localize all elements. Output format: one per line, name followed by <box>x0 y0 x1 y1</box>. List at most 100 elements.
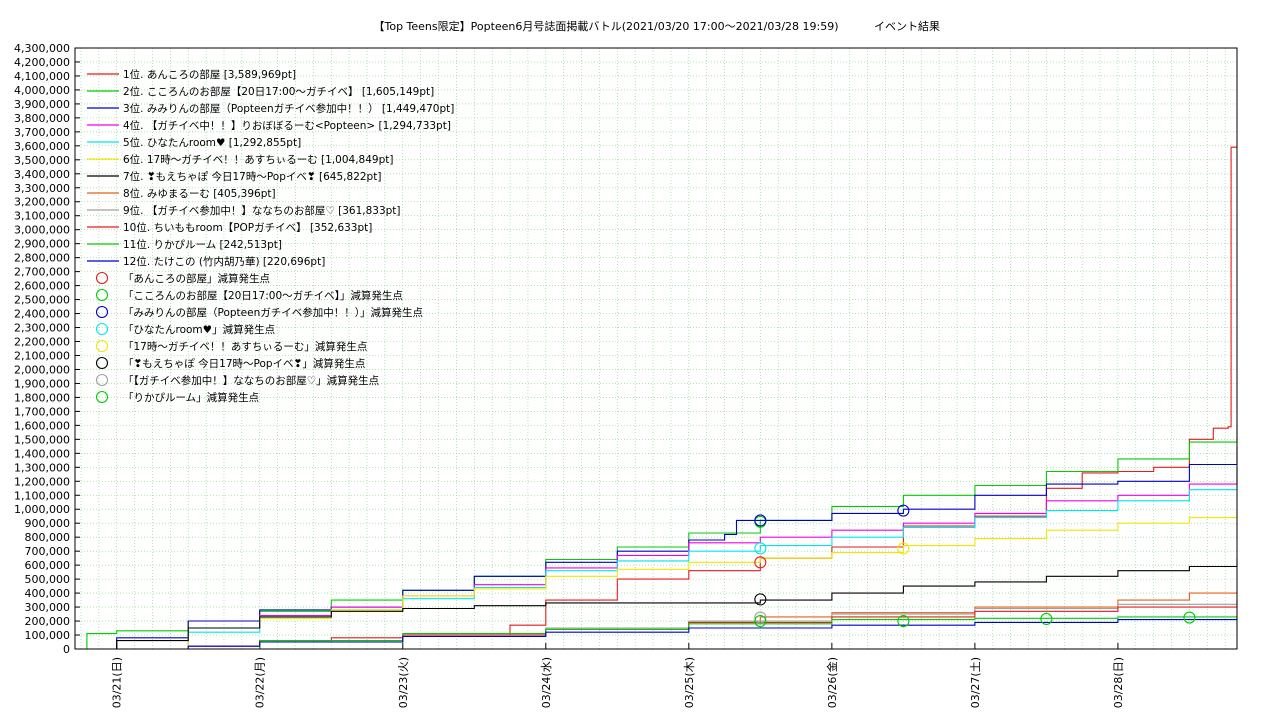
y-tick-label: 2,200,000 <box>14 336 70 349</box>
legend-label: 「【ガチイベ参加中！】ななちのお部屋♡」減算発生点 <box>123 374 379 387</box>
y-tick-label: 1,300,000 <box>14 461 70 474</box>
y-tick-label: 400,000 <box>25 587 71 600</box>
legend-entry: 10位. ちいももroom【POPガチイベ】 [352,633pt] <box>87 221 372 234</box>
chart-title: 【Top Teens限定】Popteen6月号誌面掲載バトル(2021/03/2… <box>373 19 838 33</box>
legend-label: 10位. ちいももroom【POPガチイベ】 [352,633pt] <box>123 221 372 234</box>
marker-legend-entry: 「りかぴルーム」減算発生点 <box>95 390 259 404</box>
drop-marker <box>754 593 767 606</box>
y-tick-label: 2,900,000 <box>14 238 70 251</box>
y-tick-label: 3,500,000 <box>14 154 70 167</box>
x-tick-label: 03/27(土) <box>969 657 982 708</box>
drop-marker <box>1040 612 1053 626</box>
y-tick-label: 600,000 <box>25 559 71 572</box>
y-tick-label: 4,000,000 <box>14 84 70 97</box>
y-tick-label: 2,700,000 <box>14 266 70 279</box>
y-tick-label: 2,100,000 <box>14 349 70 362</box>
y-tick-label: 4,300,000 <box>14 42 70 55</box>
y-tick-label: 4,100,000 <box>14 70 70 83</box>
y-tick-label: 500,000 <box>25 573 71 586</box>
legend-marker <box>95 305 109 319</box>
drop-marker <box>754 542 767 555</box>
x-axis: 03/21(日) 03/22(月) 03/23(火) 03/24(水) 03/25(木)… <box>111 643 1125 708</box>
y-tick-label: 2,400,000 <box>14 308 70 321</box>
y-tick-label: 1,700,000 <box>14 405 70 418</box>
y-tick-label: 0 <box>63 643 70 656</box>
legend-label: 「みみりんの部屋（Popteenガチイベ参加中！！）」減算発生点 <box>123 306 423 319</box>
legend-label: 6位. 17時～ガチイベ！！あすちぃるーむ [1,004,849pt] <box>123 153 393 166</box>
legend-label: 9位. 【ガチイベ参加中！】ななちのお部屋♡ [361,833pt] <box>123 204 401 217</box>
legend-label: 1位. あんころの部屋 [3,589,969pt] <box>123 68 296 81</box>
legend-entry: 2位. こころんのお部屋【20日17:00～ガチイベ】 [1,605,149pt… <box>87 85 434 98</box>
y-tick-label: 3,900,000 <box>14 98 70 111</box>
y-tick-label: 1,400,000 <box>14 447 70 460</box>
y-tick-label: 1,500,000 <box>14 433 70 446</box>
y-tick-label: 3,100,000 <box>14 210 70 223</box>
drop-marker <box>754 514 767 527</box>
series-line-11 <box>75 615 1238 650</box>
series-lines <box>75 146 1238 650</box>
y-tick-label: 3,200,000 <box>14 196 70 209</box>
legend-label: 12位. たけこの (竹内胡乃華) [220,696pt] <box>123 255 325 268</box>
x-tick-label: 03/28(日) <box>1112 657 1125 708</box>
y-tick-label: 1,200,000 <box>14 475 70 488</box>
legend-entry: 5位. ひなたんroom♥ [1,292,855pt] <box>87 136 301 149</box>
marker-legend-entry: 「❣もえちゃぽ 今日17時～Popイベ❣」減算発生点 <box>95 356 365 370</box>
legend-label: 8位. みゆまるーむ [405,396pt] <box>123 187 276 200</box>
y-tick-label: 3,400,000 <box>14 168 70 181</box>
y-tick-label: 1,600,000 <box>14 419 70 432</box>
y-tick-label: 200,000 <box>25 615 71 628</box>
drop-marker <box>897 542 910 555</box>
y-tick-label: 2,500,000 <box>14 294 70 307</box>
x-tick-label: 03/24(水) <box>540 657 553 708</box>
legend-entry: 4位. 【ガチイベ中！！】りおぼぼるーむ<Popteen> [1,294,733… <box>87 119 451 132</box>
y-tick-label: 4,200,000 <box>14 56 70 69</box>
grid <box>75 47 1237 650</box>
y-tick-label: 2,000,000 <box>14 363 70 376</box>
x-tick-label: 03/25(木) <box>683 657 696 708</box>
legend-label: 「りかぴルーム」減算発生点 <box>123 391 259 404</box>
legend-marker <box>95 271 109 285</box>
legend-marker <box>95 390 109 404</box>
legend-label: 3位. みみりんの部屋（Popteenガチイベ参加中！！） [1,449,470… <box>123 102 454 115</box>
y-tick-label: 3,600,000 <box>14 140 70 153</box>
y-tick-label: 1,100,000 <box>14 489 70 502</box>
legend-label: 11位. りかぴルーム [242,513pt] <box>123 238 282 251</box>
drop-marker <box>897 614 910 628</box>
marker-legend-entry: 「こころんのお部屋【20日17:00～ガチイベ】」減算発生点 <box>95 288 403 302</box>
marker-legend-entry: 「ひなたんroom♥」減算発生点 <box>95 322 275 336</box>
legend-label: 「17時～ガチイベ！！あすちぃるーむ」減算発生点 <box>123 340 367 353</box>
marker-legend-entry: 「【ガチイベ参加中！】ななちのお部屋♡」減算発生点 <box>95 373 379 387</box>
legend-marker <box>95 288 109 302</box>
y-tick-label: 2,300,000 <box>14 322 70 335</box>
drop-marker <box>754 611 767 624</box>
x-tick-label: 03/22(月) <box>254 657 267 708</box>
legend-label: 7位. ❣もえちゃぽ 今日17時～Popイベ❣ [645,822pt] <box>123 170 381 183</box>
drop-marker <box>754 614 767 628</box>
legend-entry: 12位. たけこの (竹内胡乃華) [220,696pt] <box>87 255 325 268</box>
marker-legend-entry: 「17時～ガチイベ！！あすちぃるーむ」減算発生点 <box>95 339 367 353</box>
legend-entry: 9位. 【ガチイベ参加中！】ななちのお部屋♡ [361,833pt] <box>87 204 401 217</box>
y-tick-label: 2,600,000 <box>14 280 70 293</box>
y-tick-label: 700,000 <box>25 545 71 558</box>
legend-entry: 6位. 17時～ガチイベ！！あすちぃるーむ [1,004,849pt] <box>87 153 393 166</box>
legend-marker <box>95 356 109 370</box>
x-tick-label: 03/21(日) <box>111 657 124 708</box>
legend-label: 「あんころの部屋」減算発生点 <box>123 272 270 285</box>
legend-label: 5位. ひなたんroom♥ [1,292,855pt] <box>123 136 301 149</box>
marker-legend-entry: 「あんころの部屋」減算発生点 <box>95 271 270 285</box>
y-tick-label: 3,800,000 <box>14 112 70 125</box>
legend-label: 「ひなたんroom♥」減算発生点 <box>123 323 275 336</box>
drop-marker <box>754 556 767 569</box>
legend: 1位. あんころの部屋 [3,589,969pt] 2位. こころんのお部屋【20… <box>87 68 454 404</box>
drop-marker <box>1183 611 1196 624</box>
y-tick-label: 1,800,000 <box>14 391 70 404</box>
legend-entry: 11位. りかぴルーム [242,513pt] <box>87 238 282 251</box>
legend-label: 2位. こころんのお部屋【20日17:00～ガチイベ】 [1,605,149pt… <box>123 85 434 98</box>
legend-entry: 8位. みゆまるーむ [405,396pt] <box>87 187 276 200</box>
marker-legend-entry: 「みみりんの部屋（Popteenガチイベ参加中！！）」減算発生点 <box>95 305 423 319</box>
legend-entry: 1位. あんころの部屋 [3,589,969pt] <box>87 68 296 81</box>
y-tick-label: 3,000,000 <box>14 224 70 237</box>
legend-entry: 3位. みみりんの部屋（Popteenガチイベ参加中！！） [1,449,470… <box>87 102 454 115</box>
y-tick-label: 100,000 <box>25 629 71 642</box>
series-line-2 <box>75 424 1238 650</box>
